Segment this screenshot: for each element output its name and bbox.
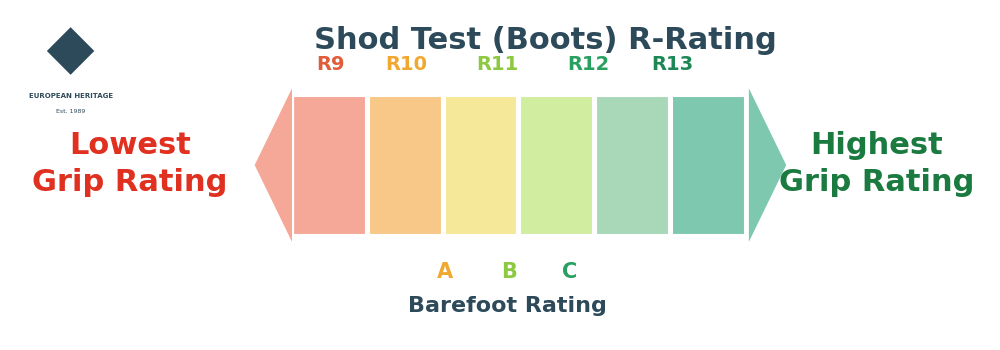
- Text: A: A: [437, 262, 453, 282]
- FancyBboxPatch shape: [596, 96, 669, 235]
- Text: R10: R10: [386, 55, 428, 74]
- Text: R13: R13: [651, 55, 693, 74]
- Text: EUROPEAN HERITAGE: EUROPEAN HERITAGE: [29, 93, 113, 99]
- FancyBboxPatch shape: [672, 96, 745, 235]
- Text: Lowest: Lowest: [69, 131, 191, 160]
- FancyBboxPatch shape: [369, 96, 442, 235]
- Text: R9: R9: [317, 55, 345, 74]
- Polygon shape: [748, 84, 787, 246]
- Text: Barefoot Rating: Barefoot Rating: [408, 296, 607, 316]
- Text: Est. 1989: Est. 1989: [56, 108, 85, 113]
- Text: Grip Rating: Grip Rating: [32, 168, 228, 197]
- Polygon shape: [253, 84, 293, 246]
- Text: B: B: [501, 262, 517, 282]
- Text: R12: R12: [568, 55, 610, 74]
- Text: Shod Test (Boots) R-Rating: Shod Test (Boots) R-Rating: [314, 26, 777, 55]
- FancyBboxPatch shape: [293, 96, 366, 235]
- FancyBboxPatch shape: [445, 96, 517, 235]
- Text: Grip Rating: Grip Rating: [779, 168, 974, 197]
- FancyBboxPatch shape: [520, 96, 593, 235]
- Text: R11: R11: [477, 55, 519, 74]
- Text: C: C: [562, 262, 577, 282]
- Text: Highest: Highest: [810, 131, 943, 160]
- Polygon shape: [46, 26, 95, 76]
